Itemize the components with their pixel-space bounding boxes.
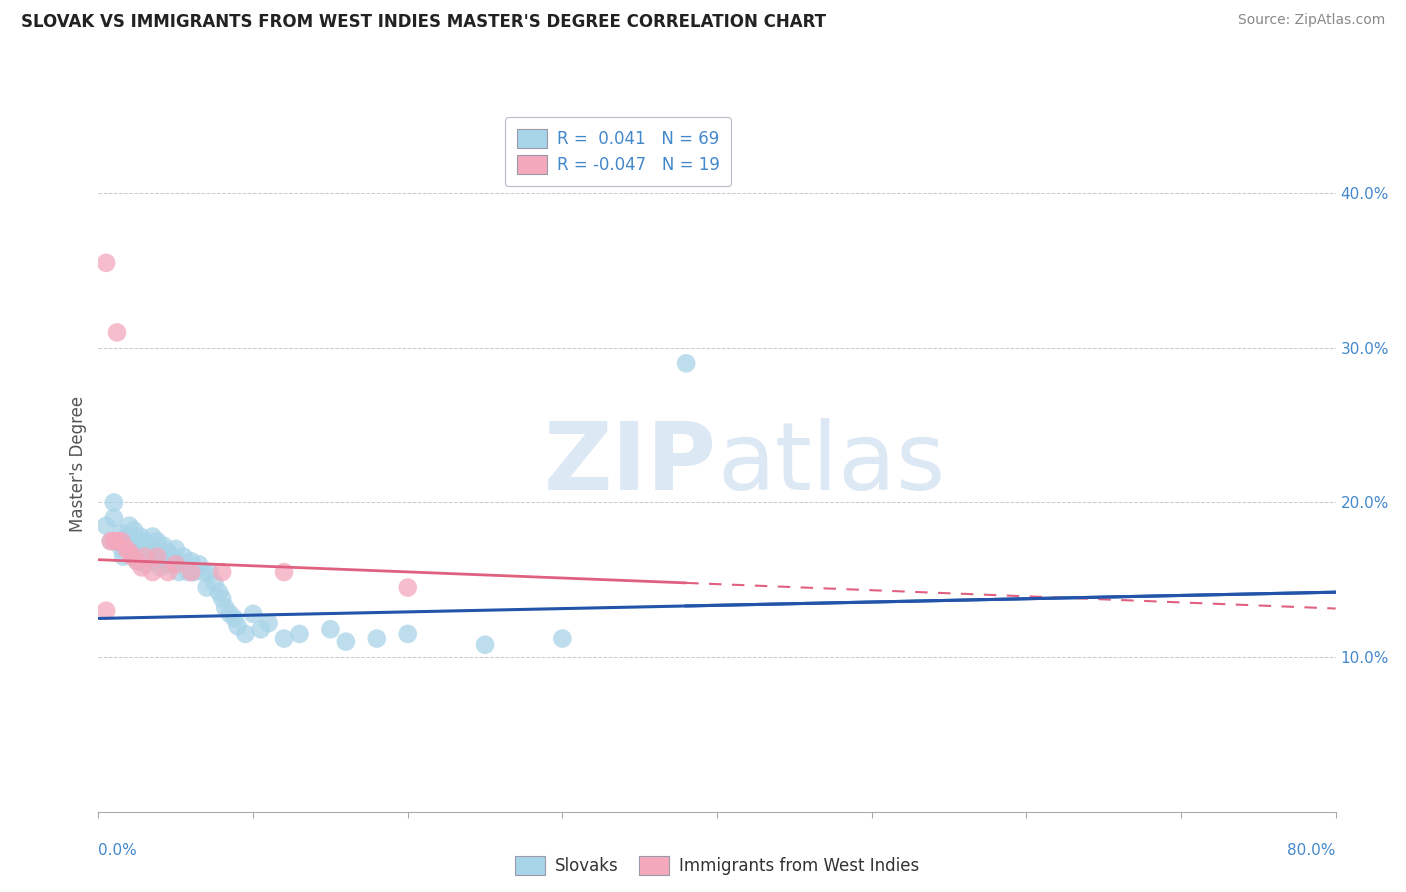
Point [165,541,187,556]
Point [183,565,205,579]
Point [224,611,246,625]
Text: SLOVAK VS IMMIGRANTS FROM WEST INDIES MASTER'S DEGREE CORRELATION CHART: SLOVAK VS IMMIGRANTS FROM WEST INDIES MA… [21,13,827,31]
Point [167,565,190,579]
Point [214,600,236,615]
Point [219,607,242,621]
Point [157,545,180,559]
Point [366,632,388,646]
Point [127,545,149,559]
Text: 0.0%: 0.0% [98,843,138,858]
Point [162,549,184,564]
Point [111,534,134,549]
Point [121,534,143,549]
Point [157,565,180,579]
Point [105,534,128,549]
Point [105,534,128,549]
Point [152,539,174,553]
Point [118,545,141,559]
Text: ZIP: ZIP [544,417,717,510]
Point [149,560,172,574]
Point [134,549,156,564]
Point [103,511,125,525]
Point [111,526,134,541]
Point [149,545,172,559]
Point [111,541,134,556]
Point [165,554,187,568]
Point [118,545,141,559]
Point [551,632,574,646]
Point [242,607,264,621]
Point [250,622,273,636]
Point [235,627,257,641]
Point [675,356,697,370]
Point [115,541,138,556]
Point [180,565,202,579]
Point [142,545,165,559]
Point [100,534,122,549]
Point [257,616,280,631]
Point [142,529,165,543]
Point [273,632,295,646]
Point [211,591,233,606]
Point [136,539,159,553]
Point [273,565,295,579]
Point [396,627,419,641]
Point [127,554,149,568]
Point [134,545,156,559]
Point [96,518,118,533]
Point [122,524,145,538]
Point [134,534,156,549]
Legend: Slovaks, Immigrants from West Indies: Slovaks, Immigrants from West Indies [506,847,928,883]
Point [96,604,118,618]
Point [211,565,233,579]
Point [195,581,218,595]
Point [121,549,143,564]
Point [131,549,153,564]
Point [198,565,221,579]
Point [165,558,187,572]
Point [396,581,419,595]
Point [121,549,143,564]
Point [127,534,149,549]
Point [173,549,195,564]
Point [118,518,141,533]
Point [319,622,342,636]
Point [131,539,153,553]
Point [115,529,138,543]
Point [143,554,166,568]
Text: Source: ZipAtlas.com: Source: ZipAtlas.com [1237,13,1385,28]
Point [204,575,226,590]
Point [112,549,135,564]
Point [180,554,202,568]
Point [103,495,125,509]
Point [226,619,249,633]
Point [153,554,176,568]
Point [146,534,169,549]
Text: 80.0%: 80.0% [1288,843,1336,858]
Point [129,529,152,543]
Point [146,549,169,564]
Point [103,534,125,549]
Point [134,558,156,572]
Point [177,565,200,579]
Point [159,558,181,572]
Point [118,529,141,543]
Point [138,549,160,564]
Text: atlas: atlas [717,417,945,510]
Point [127,554,149,568]
Point [100,534,122,549]
Point [193,565,215,579]
Y-axis label: Master's Degree: Master's Degree [69,396,87,532]
Point [142,565,165,579]
Point [335,634,357,648]
Point [288,627,311,641]
Point [96,256,118,270]
Point [131,560,153,574]
Point [208,585,231,599]
Point [115,539,138,553]
Point [474,638,496,652]
Point [105,326,128,340]
Point [188,558,211,572]
